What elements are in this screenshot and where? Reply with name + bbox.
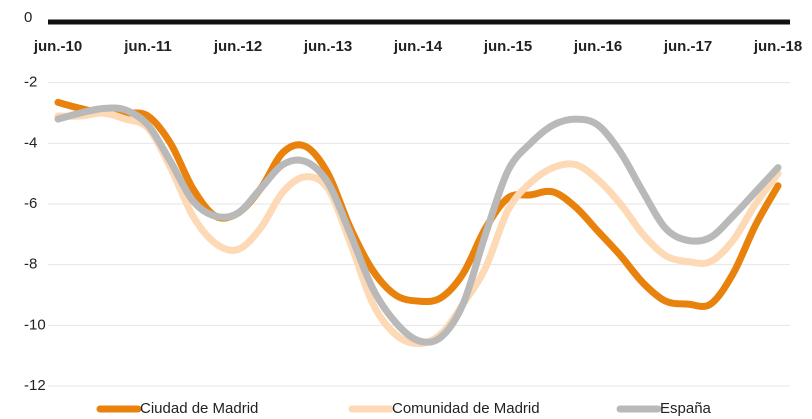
x-tick-label: jun.-13 [303, 38, 352, 55]
x-tick-label: jun.-11 [123, 38, 172, 55]
y-tick-label: 0 [24, 9, 32, 26]
x-tick-label: jun.-14 [393, 38, 443, 55]
legend-label: España [660, 400, 712, 417]
legend-label: Comunidad de Madrid [392, 400, 540, 417]
x-tick-label: jun.-18 [753, 38, 802, 55]
y-tick-label: -2 [24, 74, 37, 91]
y-tick-label: -8 [24, 256, 37, 273]
y-tick-label: -10 [24, 316, 46, 333]
y-tick-label: -6 [24, 195, 37, 212]
x-tick-label: jun.-12 [213, 38, 262, 55]
y-tick-label: -12 [24, 377, 46, 394]
y-tick-label: -4 [24, 134, 37, 151]
x-tick-label: jun.-15 [483, 38, 532, 55]
legend-label: Ciudad de Madrid [140, 400, 258, 417]
series-line [54, 104, 782, 346]
series-line [54, 98, 782, 310]
x-tick-label: jun.-10 [33, 38, 82, 55]
x-tick-label: jun.-17 [663, 38, 712, 55]
x-tick-label: jun.-16 [573, 38, 622, 55]
